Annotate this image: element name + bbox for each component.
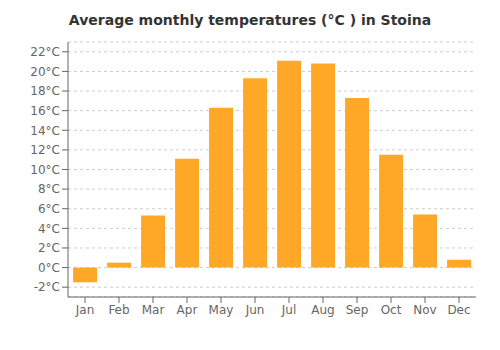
svg-text:10°C: 10°C xyxy=(30,163,60,177)
svg-text:20°C: 20°C xyxy=(30,65,60,79)
svg-text:May: May xyxy=(209,303,234,317)
svg-text:Jun: Jun xyxy=(245,303,265,317)
svg-text:22°C: 22°C xyxy=(30,45,60,59)
svg-text:Jan: Jan xyxy=(75,303,95,317)
svg-text:0°C: 0°C xyxy=(38,261,60,275)
svg-text:18°C: 18°C xyxy=(30,84,60,98)
svg-text:Dec: Dec xyxy=(447,303,470,317)
svg-text:Apr: Apr xyxy=(177,303,198,317)
svg-text:-2°C: -2°C xyxy=(34,280,60,294)
svg-text:6°C: 6°C xyxy=(38,202,60,216)
svg-text:16°C: 16°C xyxy=(30,104,60,118)
svg-text:Sep: Sep xyxy=(346,303,369,317)
svg-text:8°C: 8°C xyxy=(38,182,60,196)
svg-text:4°C: 4°C xyxy=(38,222,60,236)
svg-text:12°C: 12°C xyxy=(30,143,60,157)
svg-text:Aug: Aug xyxy=(311,303,334,317)
svg-text:Mar: Mar xyxy=(142,303,165,317)
svg-text:Oct: Oct xyxy=(381,303,402,317)
svg-text:Feb: Feb xyxy=(108,303,129,317)
svg-text:Jul: Jul xyxy=(281,303,296,317)
html-text:Average monthly temperatures (: Average monthly temperatures (°C ) in St… xyxy=(68,12,432,28)
svg-text:2°C: 2°C xyxy=(38,241,60,255)
svg-text:14°C: 14°C xyxy=(30,124,60,138)
svg-text:Nov: Nov xyxy=(413,303,436,317)
